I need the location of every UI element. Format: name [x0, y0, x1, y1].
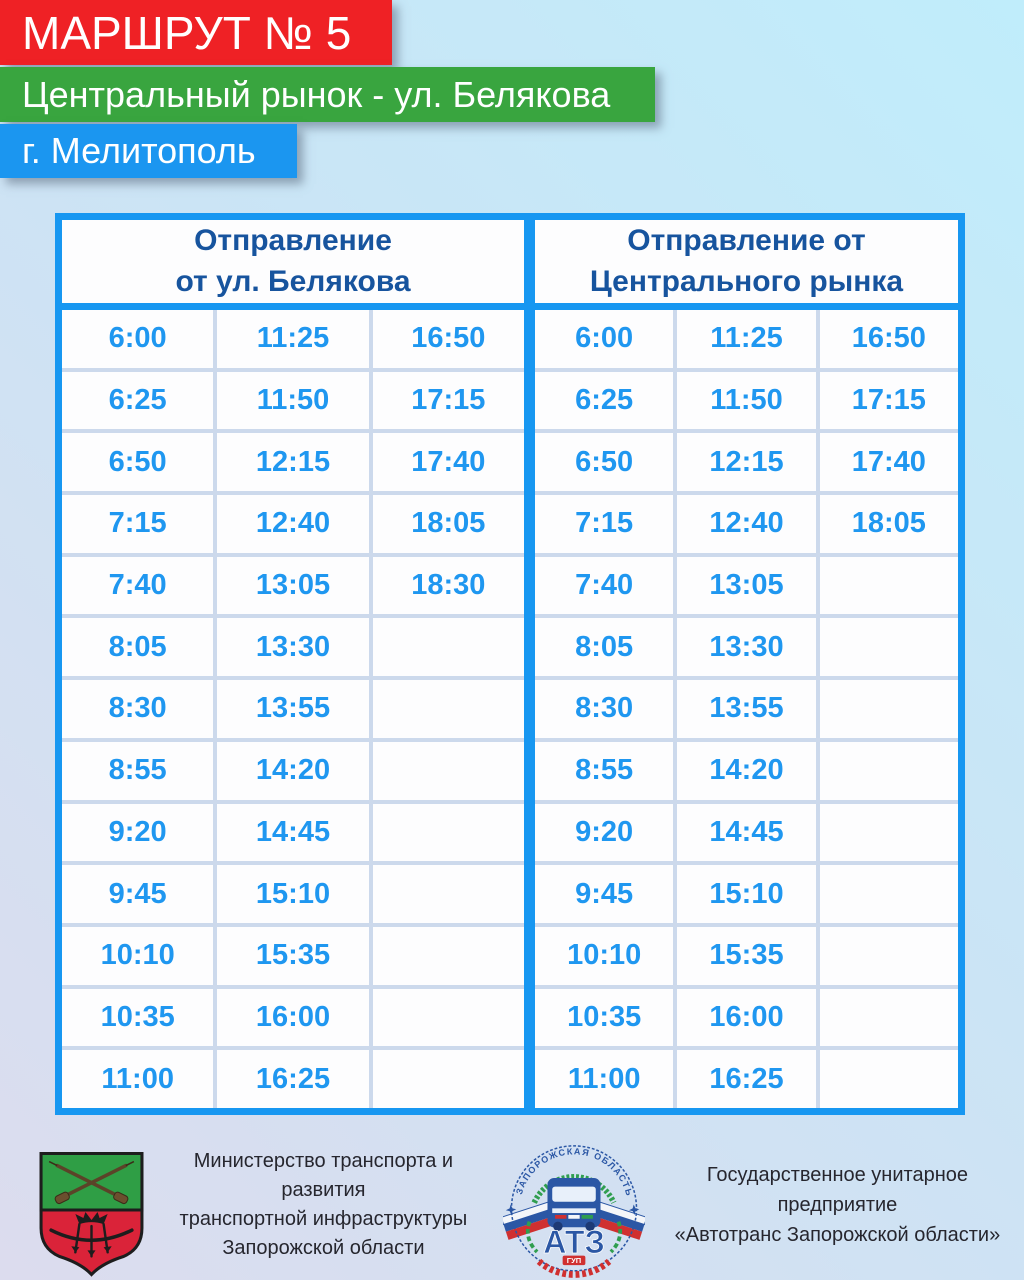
time-cell: 13:55 — [217, 680, 369, 738]
time-cell: 17:40 — [372, 433, 524, 492]
time-cell: 16:25 — [677, 1050, 816, 1108]
time-cell: 16:50 — [819, 310, 958, 368]
company-text: Государственное унитарное предприятие «А… — [674, 1164, 1001, 1246]
atz-logo-icon: ЗАПОРОЖСКАЯ ОБЛАСТЬ АТЗ ГУП — [502, 1144, 645, 1278]
time-cell: 8:55 — [535, 741, 674, 800]
time-cell: 13:05 — [217, 556, 369, 615]
time-cell: 8:05 — [62, 618, 214, 677]
time-cell: 6:25 — [62, 371, 214, 430]
route-name-banner: Центральный рынок - ул. Белякова — [0, 67, 655, 122]
svg-text:ГУП: ГУП — [567, 1256, 581, 1265]
time-cell — [372, 618, 524, 677]
time-cell — [819, 1050, 958, 1108]
time-cell: 10:10 — [535, 926, 674, 985]
time-cell: 10:35 — [535, 988, 674, 1047]
time-cell: 18:30 — [372, 556, 524, 615]
timetable-left-header: Отправление от ул. Белякова — [62, 220, 524, 310]
time-cell — [372, 1050, 524, 1108]
time-cell: 6:00 — [535, 310, 674, 368]
time-cell: 12:40 — [217, 495, 369, 553]
time-cell: 17:40 — [819, 433, 958, 492]
time-cell: 15:35 — [677, 926, 816, 985]
time-cell — [819, 988, 958, 1047]
time-cell: 6:25 — [535, 371, 674, 430]
time-cell: 11:25 — [677, 310, 816, 368]
time-cell: 15:35 — [217, 926, 369, 985]
time-cell: 7:15 — [62, 495, 214, 553]
footer: Министерство транспорта и развития транс… — [0, 1130, 1024, 1280]
time-cell — [372, 803, 524, 862]
time-cell: 16:00 — [677, 988, 816, 1047]
timetable-left: Отправление от ул. Белякова 6:00 11:25 16:… — [62, 220, 524, 1108]
time-cell: 6:50 — [535, 433, 674, 492]
time-cell: 11:25 — [217, 310, 369, 368]
time-cell: 8:55 — [62, 741, 214, 800]
time-cell: 8:30 — [535, 680, 674, 738]
timetable-right: Отправление от Центрального рынка 6:00 11… — [535, 220, 958, 1108]
route-name-label: Центральный рынок - ул. Белякова — [22, 73, 611, 115]
zaporozhye-coat-of-arms-icon — [39, 1151, 144, 1277]
city-label: г. Мелитополь — [22, 130, 256, 171]
time-cell: 13:55 — [677, 680, 816, 738]
time-cell: 12:40 — [677, 495, 816, 553]
time-cell: 14:20 — [677, 741, 816, 800]
time-cell: 9:45 — [535, 865, 674, 923]
time-cell — [372, 988, 524, 1047]
time-cell: 6:00 — [62, 310, 214, 368]
city-banner: г. Мелитополь — [0, 124, 297, 178]
time-cell — [372, 865, 524, 923]
time-cell: 17:15 — [372, 371, 524, 430]
time-cell — [372, 926, 524, 985]
timetable-right-header: Отправление от Центрального рынка — [535, 220, 958, 310]
time-cell — [819, 556, 958, 615]
time-cell: 8:05 — [535, 618, 674, 677]
time-cell: 11:00 — [62, 1050, 214, 1108]
time-cell: 11:50 — [677, 371, 816, 430]
time-cell: 17:15 — [819, 371, 958, 430]
time-cell: 11:00 — [535, 1050, 674, 1108]
time-cell: 10:35 — [62, 988, 214, 1047]
time-cell: 14:20 — [217, 741, 369, 800]
time-cell: 9:20 — [535, 803, 674, 862]
time-cell: 7:40 — [535, 556, 674, 615]
time-cell: 14:45 — [677, 803, 816, 862]
time-cell: 6:50 — [62, 433, 214, 492]
time-cell — [819, 618, 958, 677]
time-cell — [819, 680, 958, 738]
time-cell: 18:05 — [819, 495, 958, 553]
route-number-banner: МАРШРУТ № 5 — [0, 0, 392, 65]
time-cell: 13:30 — [677, 618, 816, 677]
time-cell — [372, 680, 524, 738]
time-cell: 16:50 — [372, 310, 524, 368]
timetable-right-grid: 6:00 11:25 16:50 6:25 11:50 17:15 6:50 12:15 17:… — [535, 310, 958, 1108]
time-cell: 18:05 — [372, 495, 524, 553]
time-cell — [819, 741, 958, 800]
ministry-text: Министерство транспорта и развития транс… — [179, 1150, 468, 1259]
timetable: Отправление от ул. Белякова 6:00 11:25 16:… — [55, 213, 965, 1115]
time-cell: 7:40 — [62, 556, 214, 615]
time-cell: 16:25 — [217, 1050, 369, 1108]
time-cell: 16:00 — [217, 988, 369, 1047]
time-cell: 14:45 — [217, 803, 369, 862]
time-cell: 12:15 — [677, 433, 816, 492]
time-cell: 13:05 — [677, 556, 816, 615]
time-cell: 8:30 — [62, 680, 214, 738]
time-cell: 13:30 — [217, 618, 369, 677]
time-cell: 15:10 — [677, 865, 816, 923]
time-cell — [819, 803, 958, 862]
route-number-label: МАРШРУТ № 5 — [22, 6, 352, 59]
time-cell — [819, 865, 958, 923]
svg-text:АТЗ: АТЗ — [543, 1223, 604, 1259]
time-cell: 12:15 — [217, 433, 369, 492]
time-cell: 7:15 — [535, 495, 674, 553]
time-cell: 10:10 — [62, 926, 214, 985]
time-cell: 9:45 — [62, 865, 214, 923]
timetable-left-grid: 6:00 11:25 16:50 6:25 11:50 17:15 6:50 12:15 17:… — [62, 310, 524, 1108]
time-cell — [819, 926, 958, 985]
time-cell: 15:10 — [217, 865, 369, 923]
time-cell — [372, 741, 524, 800]
time-cell: 11:50 — [217, 371, 369, 430]
time-cell: 9:20 — [62, 803, 214, 862]
